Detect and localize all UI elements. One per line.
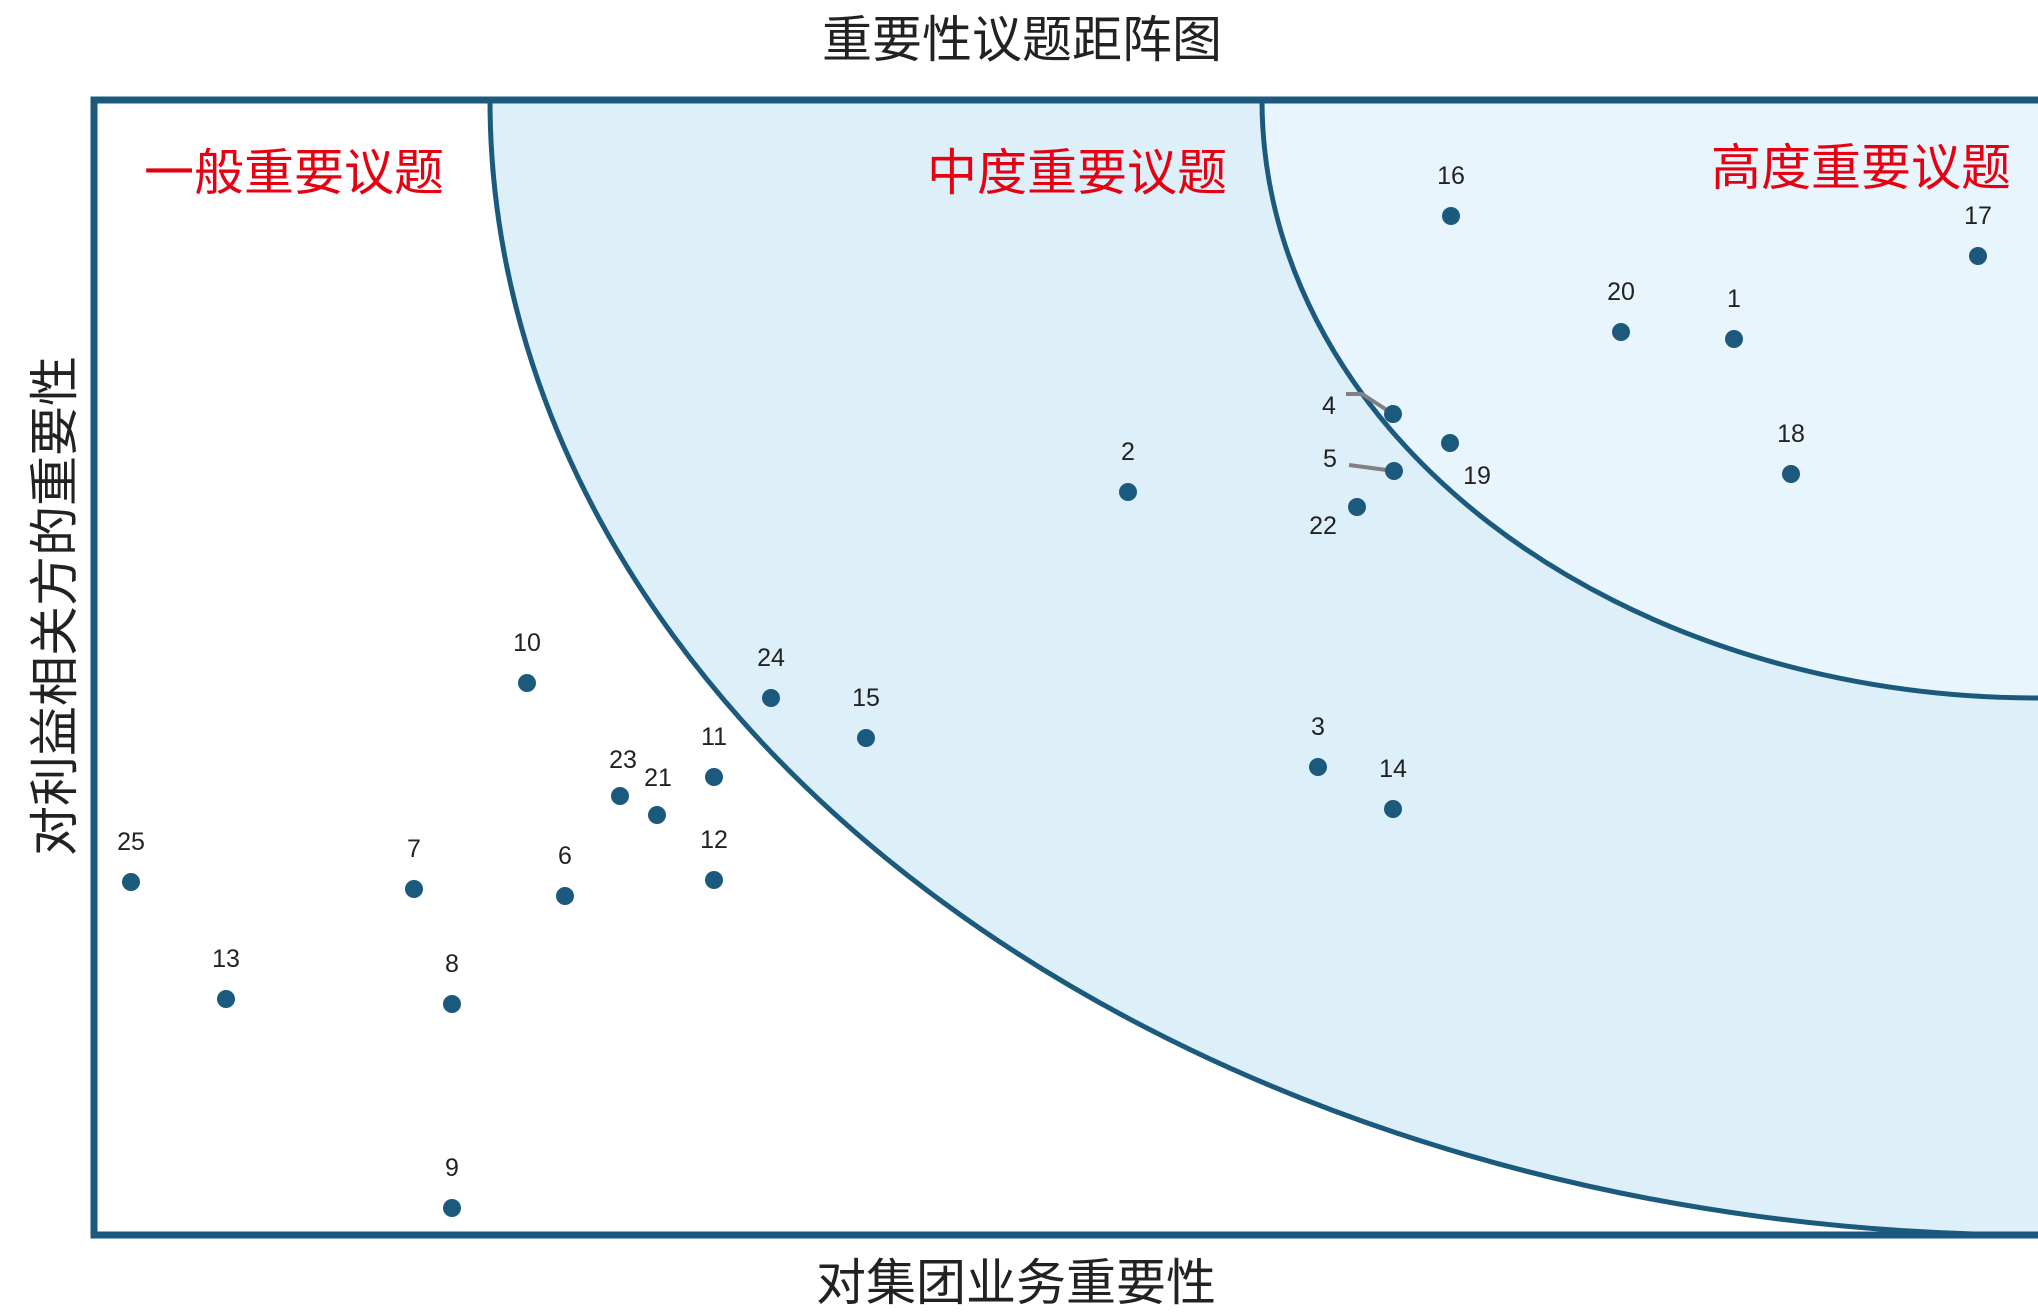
data-point-label-8: 8 — [445, 950, 459, 978]
data-point-label-5: 5 — [1323, 445, 1337, 473]
data-point-label-11: 11 — [701, 723, 727, 751]
data-point-1 — [1725, 330, 1743, 348]
regions — [94, 100, 2038, 1235]
y-axis-label: 对利益相关方的重要性 — [26, 356, 84, 856]
chart-title: 重要性议题距阵图 — [822, 11, 1222, 69]
data-point-17 — [1969, 247, 1987, 265]
data-point-9 — [443, 1199, 461, 1217]
data-point-11 — [705, 768, 723, 786]
data-point-2 — [1119, 483, 1137, 501]
data-point-13 — [217, 990, 235, 1008]
data-point-22 — [1348, 498, 1366, 516]
region-high-band — [1259, 100, 2038, 701]
data-point-label-24: 24 — [757, 644, 785, 672]
data-point-25 — [122, 873, 140, 891]
data-point-7 — [405, 880, 423, 898]
data-point-label-22: 22 — [1309, 512, 1337, 540]
data-point-label-9: 9 — [445, 1154, 459, 1182]
data-point-label-25: 25 — [117, 828, 145, 856]
x-axis-label: 对集团业务重要性 — [816, 1254, 1216, 1312]
data-point-23 — [611, 787, 629, 805]
data-point-label-16: 16 — [1437, 162, 1465, 190]
data-point-8 — [443, 995, 461, 1013]
plot-frame — [90, 96, 2038, 1239]
data-point-label-6: 6 — [558, 842, 572, 870]
data-point-label-1: 1 — [1727, 285, 1741, 313]
region-label-general: 一般重要议题 — [144, 144, 444, 202]
data-point-6 — [556, 887, 574, 905]
data-point-label-13: 13 — [212, 945, 240, 973]
data-point-label-23: 23 — [609, 746, 637, 774]
region-label-high: 高度重要议题 — [1711, 139, 2011, 197]
data-point-14 — [1384, 800, 1402, 818]
data-point-18 — [1782, 465, 1800, 483]
data-point-3 — [1309, 758, 1327, 776]
data-point-12 — [705, 871, 723, 889]
data-point-label-12: 12 — [700, 826, 728, 854]
data-point-4 — [1384, 405, 1402, 423]
data-point-19 — [1441, 434, 1459, 452]
data-point-label-18: 18 — [1777, 420, 1805, 448]
data-point-10 — [518, 674, 536, 692]
data-point-20 — [1612, 323, 1630, 341]
data-point-label-15: 15 — [852, 684, 880, 712]
data-point-label-10: 10 — [513, 629, 541, 657]
data-point-label-17: 17 — [1964, 202, 1992, 230]
data-point-label-14: 14 — [1379, 755, 1407, 783]
data-point-5 — [1385, 462, 1403, 480]
data-points: 1234567891011121314151617181920212223242… — [117, 162, 1992, 1217]
data-point-label-3: 3 — [1311, 713, 1325, 741]
data-point-label-20: 20 — [1607, 278, 1635, 306]
data-point-label-7: 7 — [407, 835, 421, 863]
data-point-15 — [857, 729, 875, 747]
data-point-label-21: 21 — [644, 764, 672, 792]
data-point-24 — [762, 689, 780, 707]
data-point-label-19: 19 — [1463, 462, 1491, 490]
data-point-label-4: 4 — [1322, 392, 1336, 420]
data-point-21 — [648, 806, 666, 824]
region-label-medium: 中度重要议题 — [927, 144, 1227, 202]
data-point-label-2: 2 — [1121, 438, 1135, 466]
data-point-16 — [1442, 207, 1460, 225]
leader-line-4 — [1346, 392, 1395, 416]
